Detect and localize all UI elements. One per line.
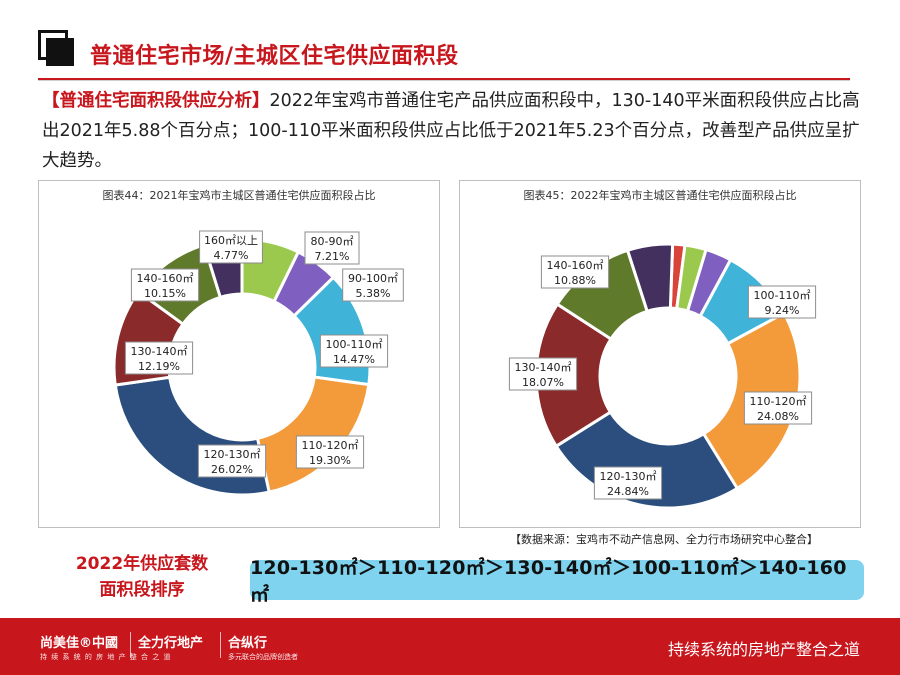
data-label-category: 140-160㎡: [137, 272, 194, 285]
data-label: 80-90㎡ 7.21%: [304, 231, 360, 265]
data-label-value: 4.77%: [214, 249, 249, 262]
data-label-value: 7.21%: [315, 250, 350, 263]
data-label-category: 130-140㎡: [131, 345, 188, 358]
donut-chart-2021: 80-90㎡ 7.21% 90-100㎡ 5.38% 100-110㎡ 14.47% 110…: [112, 230, 404, 497]
chart-title-2022: 图表45：2022年宝鸡市主城区普通住宅供应面积段占比: [523, 189, 797, 202]
data-label-category: 100-110㎡: [754, 289, 811, 302]
data-label-value: 24.84%: [607, 485, 649, 498]
page-title: 普通住宅市场/主城区住宅供应面积段: [90, 44, 459, 69]
logo-square-fill: [46, 38, 74, 66]
data-label: 110-120㎡ 24.08%: [743, 391, 813, 425]
footer-bar: 尚美佳®中國 持 续 系 统 的 房 地 产 整 合 之 道 全力行地产 合纵行…: [0, 618, 900, 675]
data-label-value: 24.08%: [757, 410, 799, 423]
chart-title-2021: 图表44：2021年宝鸡市主城区普通住宅供应面积段占比: [102, 189, 376, 202]
data-label: 160㎡以上 4.77%: [199, 230, 263, 264]
data-label: 130-140㎡ 18.07%: [508, 357, 578, 391]
data-label-category: 80-90㎡: [311, 235, 354, 248]
footer-brand-shangmeijia-tagline: 持 续 系 统 的 房 地 产 整 合 之 道: [40, 653, 172, 661]
analysis-tag: 【普通住宅面积段供应分析】: [42, 91, 270, 111]
donut-slice-other-8: [625, 242, 675, 314]
data-label-value: 19.30%: [309, 454, 351, 467]
data-label-category: 120-130㎡: [600, 470, 657, 483]
data-label-category: 140-160㎡: [547, 259, 604, 272]
footer-brand-hezonghang-tagline: 多元联合的品牌创造者: [228, 653, 298, 661]
footer-slogan: 持续系统的房地产整合之道: [667, 640, 860, 659]
data-label-value: 12.19%: [138, 360, 180, 373]
donut-slice-110-120: [255, 375, 371, 494]
footer-brand-hezonghang: 合纵行: [228, 636, 268, 651]
data-label-value: 10.15%: [144, 287, 186, 300]
donut-chart-2022: 100-110㎡ 9.24% 110-120㎡ 24.08% 120-130㎡ 24.84…: [508, 242, 817, 510]
data-label: 140-160㎡ 10.15%: [130, 268, 200, 302]
data-label-value: 26.02%: [211, 463, 253, 476]
data-label-value: 9.24%: [765, 304, 800, 317]
data-label-category: 120-130㎡: [204, 448, 261, 461]
data-label-category: 160㎡以上: [204, 234, 258, 247]
analysis-text: 2022年宝鸡市普通住宅产品供应面积段中，130-140平米面积段供应占比高出2…: [42, 91, 860, 171]
data-label-category: 110-120㎡: [750, 395, 807, 408]
data-label: 130-140㎡ 12.19%: [124, 341, 194, 375]
ranking-label: 2022年供应套数 面积段排序: [52, 551, 232, 603]
data-label: 100-110㎡ 9.24%: [747, 285, 817, 319]
title-divider: [38, 78, 850, 80]
data-label: 110-120㎡ 19.30%: [295, 435, 365, 469]
footer-brand-quanlihang: 全力行地产: [138, 636, 204, 651]
data-label-category: 100-110㎡: [326, 338, 383, 351]
data-label-value: 18.07%: [522, 376, 564, 389]
data-label: 140-160㎡ 10.88%: [540, 255, 610, 289]
data-label-category: 110-120㎡: [302, 439, 359, 452]
data-label: 120-130㎡ 24.84%: [593, 466, 663, 500]
data-label: 100-110㎡ 14.47%: [319, 334, 389, 368]
footer-separator: [130, 632, 131, 658]
footer-brand-shangmeijia: 尚美佳®中國: [40, 636, 119, 651]
data-label: 90-100㎡ 5.38%: [342, 268, 404, 302]
ranking-label-line1: 2022年供应套数: [75, 554, 209, 574]
chart-panel-2021: 图表44：2021年宝鸡市主城区普通住宅供应面积段占比 80-90㎡ 7.21% 9…: [38, 180, 440, 528]
data-label-value: 14.47%: [333, 353, 375, 366]
data-source-note: 【数据来源：宝鸡市不动产信息网、全力行市场研究中心整合】: [510, 533, 818, 546]
data-label-value: 5.38%: [356, 287, 391, 300]
data-label: 120-130㎡ 26.02%: [197, 444, 267, 478]
footer-separator: [220, 632, 221, 658]
ranking-label-line2: 面积段排序: [99, 580, 185, 600]
data-label-value: 10.88%: [554, 274, 596, 287]
data-label-category: 130-140㎡: [515, 361, 572, 374]
analysis-paragraph: 【普通住宅面积段供应分析】2022年宝鸡市普通住宅产品供应面积段中，130-14…: [42, 86, 862, 176]
chart-panel-2022: 图表45：2022年宝鸡市主城区普通住宅供应面积段占比 100-110㎡ 9.24…: [459, 180, 861, 528]
data-label-category: 90-100㎡: [348, 272, 398, 285]
ranking-sequence: 120-130㎡＞110-120㎡＞130-140㎡＞100-110㎡＞140-…: [250, 557, 864, 606]
title-divider-shadow: [38, 80, 850, 81]
